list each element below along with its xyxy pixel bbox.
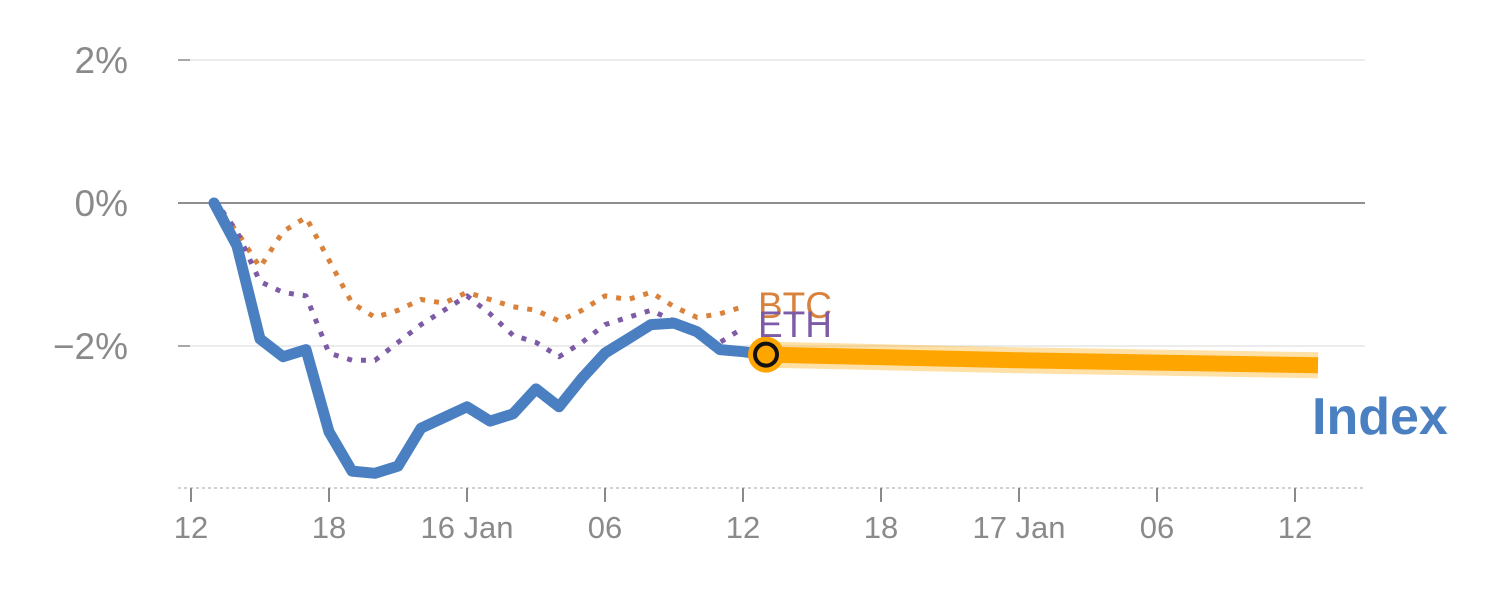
btc-label: BTC	[758, 285, 832, 326]
x-tick-label: 17 Jan	[972, 510, 1065, 545]
x-tick-label: 12	[1278, 510, 1312, 545]
eth-line	[211, 197, 745, 363]
current-value-marker-group	[748, 336, 784, 373]
current-value-marker	[753, 341, 779, 368]
x-axis	[178, 487, 1365, 502]
index-line	[208, 197, 772, 479]
y-tick-label: 0%	[75, 183, 128, 224]
x-tick-label: 06	[1140, 510, 1174, 545]
y-axis-tick-labels: 2% 0% −2%	[53, 40, 128, 367]
index-label: Index	[1312, 388, 1448, 446]
series-lines	[208, 197, 1319, 479]
x-tick-label: 12	[174, 510, 208, 545]
x-axis-tick-labels: 12 18 16 Jan 06 12 18 17 Jan 06 12	[174, 510, 1312, 545]
y-tick-label: −2%	[53, 326, 128, 367]
y-tick-label: 2%	[75, 40, 128, 81]
eth-label: ETH	[758, 304, 832, 345]
index-forecast-line	[765, 346, 1319, 374]
x-tick-label: 12	[726, 510, 760, 545]
x-tick-label: 18	[864, 510, 898, 545]
x-tick-label: 18	[312, 510, 346, 545]
series-labels: BTC ETH Index	[758, 285, 1448, 446]
btc-line	[212, 201, 744, 324]
x-tick-label: 16 Jan	[420, 510, 513, 545]
x-tick-label: 06	[588, 510, 622, 545]
